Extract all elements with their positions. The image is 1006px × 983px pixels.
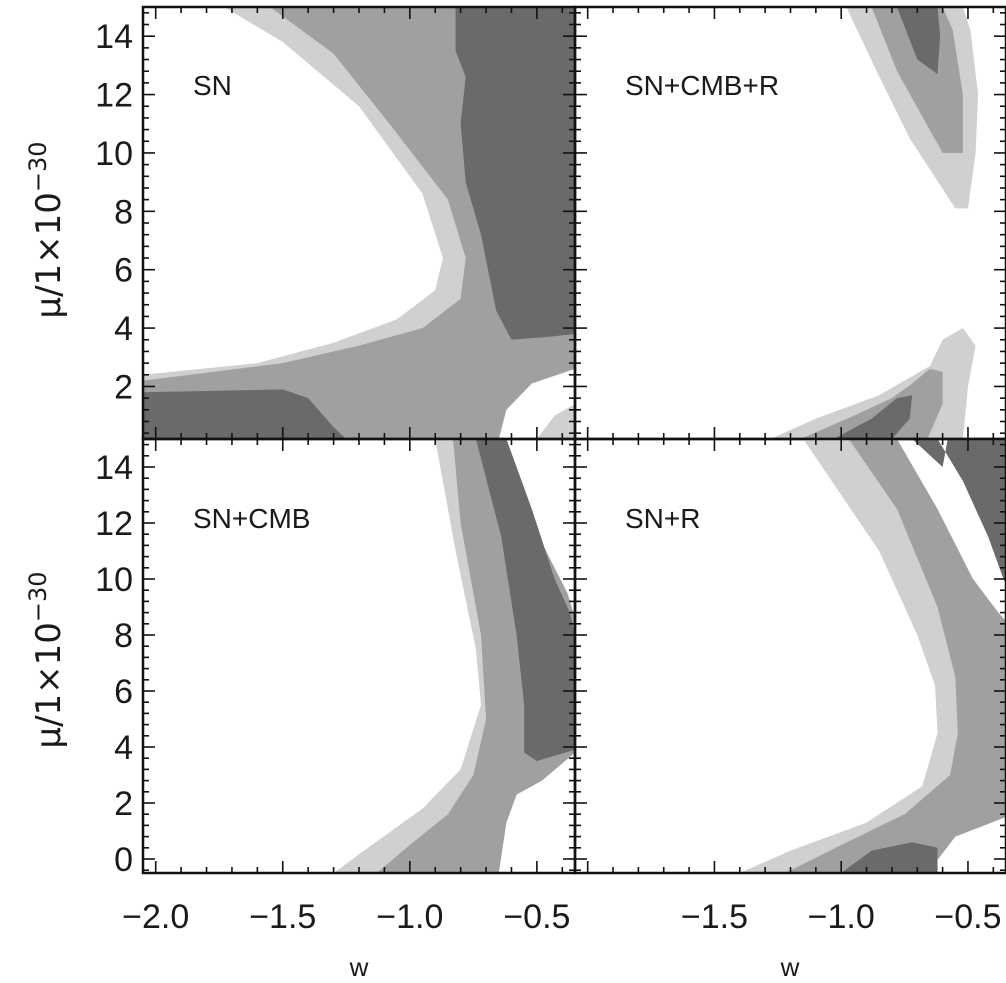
panel-label-sn: SN <box>193 70 232 101</box>
y-axis-title-bottom: μ/1×10−30 <box>24 571 69 748</box>
x-tick-label: −1.0 <box>808 898 875 936</box>
contour-region-sn-level-1-3 <box>143 389 347 439</box>
y-tick-label: 10 <box>95 561 133 599</box>
panel-label-sn-cmb-r: SN+CMB+R <box>625 70 779 101</box>
panel-frame-sn-r <box>573 437 1006 875</box>
x-tick-labels-sn-r: −1.5 −1.0 −0.5 <box>681 898 1002 936</box>
panel-label-sn-cmb: SN+CMB <box>193 503 310 534</box>
y-tick-label: 4 <box>114 310 133 348</box>
y-tick-labels-sn: 2 4 6 8 10 12 14 <box>95 18 133 406</box>
y-tick-labels-sn-cmb: 0 2 4 6 8 10 12 14 <box>95 449 133 879</box>
panel-sn: SN 2 4 6 8 10 12 14 <box>95 5 577 441</box>
panel-label-sn-r: SN+R <box>625 503 700 534</box>
contour-region-sn-r-level-1-3 <box>841 842 938 873</box>
x-tick-label: −0.5 <box>934 898 1001 936</box>
x-tick-label: −1.5 <box>249 898 316 936</box>
y-tick-label: 0 <box>114 841 133 879</box>
contour-fills-sn-r <box>739 439 1006 873</box>
svg-text:μ/1×10−30: μ/1×10−30 <box>24 571 69 748</box>
y-tick-label: 12 <box>95 77 133 115</box>
contour-region-sn-cmb-r-level-1-2 <box>897 7 941 75</box>
y-axis-title-bottom-text: μ/1×10 <box>29 622 69 748</box>
contour-region-sn-level-3-5 <box>536 404 575 439</box>
contour-region-sn-r-level-1-2 <box>912 439 1006 585</box>
contour-fills-sn-cmb-r <box>770 7 979 439</box>
y-axis-title-top-exponent: −30 <box>24 141 52 192</box>
contour-region-sn-cmb-r-level-2-1 <box>871 7 963 153</box>
panel-sn-r: SN+R −1.5 −1.0 −0.5 w <box>573 437 1006 982</box>
y-axis-title-top-text: μ/1×10 <box>29 192 69 318</box>
y-axis-title-top: μ/1×10−30 <box>24 141 69 318</box>
x-tick-label: −1.0 <box>376 898 443 936</box>
y-tick-label: 4 <box>114 729 133 767</box>
contour-region-sn-r-level-2-1 <box>785 439 1006 873</box>
contour-region-sn-level-1-2 <box>455 7 575 340</box>
svg-text:μ/1×10−30: μ/1×10−30 <box>24 141 69 318</box>
x-tick-label: −0.5 <box>503 898 570 936</box>
y-tick-label: 6 <box>114 673 133 711</box>
y-tick-label: 6 <box>114 252 133 290</box>
contour-region-sn-cmb-level-1-2 <box>475 439 575 761</box>
x-tick-label: −1.5 <box>681 898 748 936</box>
contour-fills-sn-cmb <box>333 439 575 873</box>
y-tick-label: 8 <box>114 617 133 655</box>
x-tick-label: −2.0 <box>122 898 189 936</box>
y-tick-label: 12 <box>95 505 133 543</box>
y-tick-label: 8 <box>114 193 133 231</box>
y-tick-label: 10 <box>95 135 133 173</box>
panel-sn-cmb-r: SN+CMB+R <box>573 5 1006 441</box>
x-tick-labels-sn-cmb: −2.0 −1.5 −1.0 −0.5 <box>122 898 570 936</box>
y-tick-label: 2 <box>114 785 133 823</box>
x-axis-title-sn-r: w <box>780 952 800 982</box>
y-tick-label: 14 <box>95 18 133 56</box>
y-axis-title-bottom-exponent: −30 <box>24 571 52 622</box>
y-tick-label: 2 <box>114 368 133 406</box>
contour-fills-sn <box>143 7 575 439</box>
x-axis-title-sn-cmb: w <box>349 952 369 982</box>
contour-region-sn-r-level-0-4 <box>968 831 1006 873</box>
y-tick-label: 14 <box>95 449 133 487</box>
panel-sn-cmb: SN+CMB 0 2 4 6 8 10 12 14 −2.0 −1.5 −1.0 −0.5 w <box>95 437 577 982</box>
contour-region-sn-cmb-r-level-1-5 <box>833 395 913 439</box>
